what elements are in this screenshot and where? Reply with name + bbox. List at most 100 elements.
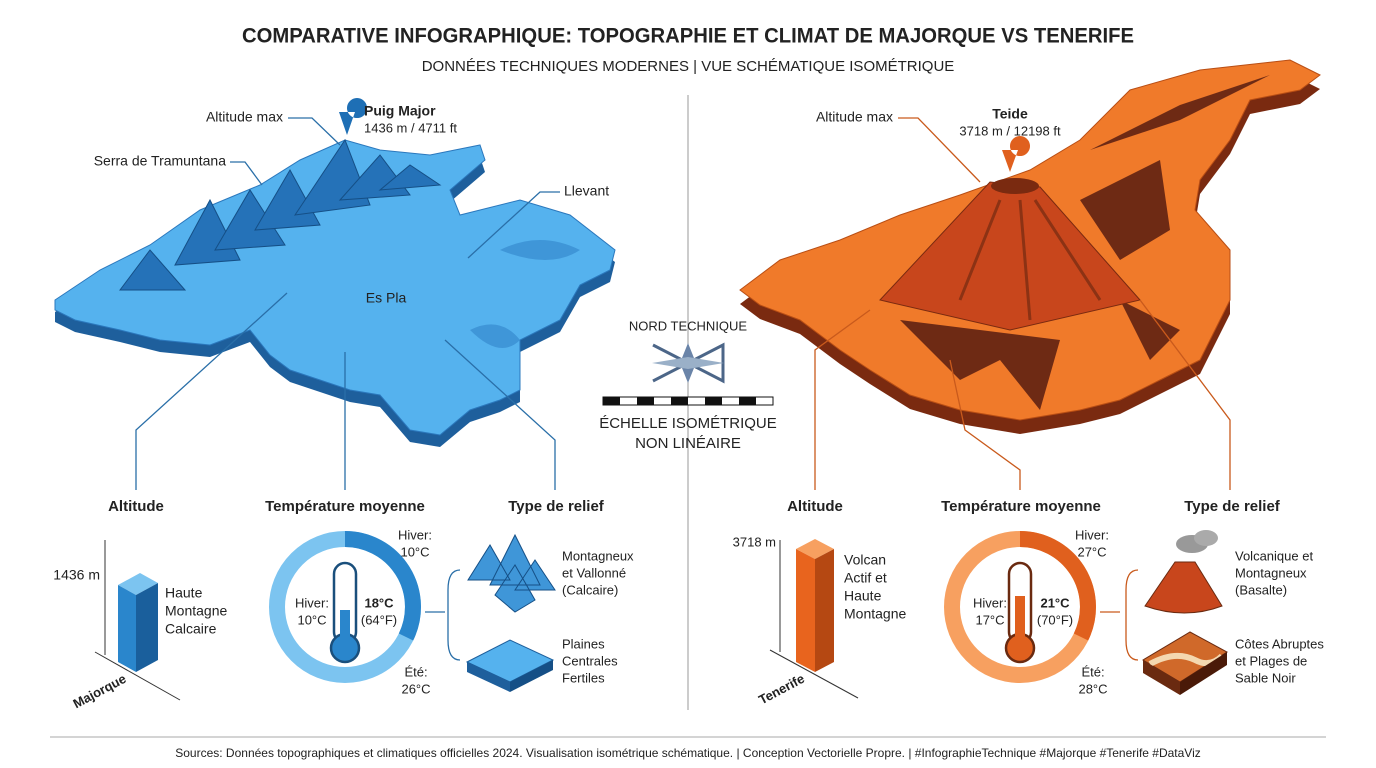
temp-label: Hiver: <box>1075 527 1109 542</box>
bar-side <box>815 549 834 672</box>
island-name: Tenerife <box>756 671 807 708</box>
thermometer <box>340 610 350 646</box>
relief-text: et Vallonné <box>562 565 626 580</box>
panel-heading: Type de relief <box>1184 498 1281 515</box>
panel-heading: Altitude <box>787 498 843 515</box>
tenerife-altitude: Altitude 3718 m Volcan Actif et Haute Mo… <box>733 498 907 707</box>
tenerife-map <box>739 59 1321 434</box>
peak-name: Teide <box>992 106 1028 122</box>
map-label: Llevant <box>564 183 609 199</box>
pin <box>1002 136 1030 172</box>
ring-arc <box>1019 531 1096 641</box>
leader <box>949 359 1021 490</box>
thermometer <box>1015 596 1025 646</box>
relief-text: (Calcaire) <box>562 582 618 597</box>
temp-label: Été: <box>1081 664 1104 679</box>
relief-text: (Basalte) <box>1235 582 1287 597</box>
bar-side <box>136 583 158 672</box>
relief-text: Fertiles <box>562 670 605 685</box>
relief-text: Montagneux <box>562 548 634 563</box>
subtitle: DONNÉES TECHNIQUES MODERNES | VUE SCHÉMA… <box>422 58 955 75</box>
temp-label: Hiver: <box>398 527 432 542</box>
temp-value: 28°C <box>1078 681 1107 696</box>
crater <box>991 178 1039 194</box>
altitude-note: Actif et <box>844 570 887 586</box>
altitude-note: Montagne <box>844 606 906 622</box>
compass-scale: NORD TECHNIQUE ÉCHELLE ISOMÉTRIQUE NON L… <box>599 318 777 452</box>
temp-value: 17°C <box>975 612 1004 627</box>
leader <box>230 161 263 186</box>
panel-heading: Température moyenne <box>941 498 1101 515</box>
altitude-note: Haute <box>844 588 882 604</box>
axis <box>94 651 181 701</box>
shape <box>254 168 321 231</box>
volcano <box>879 181 1141 331</box>
altitude-note: Haute <box>165 585 203 601</box>
north-label: NORD TECHNIQUE <box>629 318 748 333</box>
tenerife-callouts: Altitude max Teide 3718 m / 12198 ft <box>814 106 1231 490</box>
plain-icon <box>467 662 510 692</box>
tenerife-temperature: Température moyenne Hiver: 27°C Hiver: 1… <box>941 498 1109 696</box>
brace <box>1100 569 1139 661</box>
leader <box>135 292 288 490</box>
temp-label: Hiver: <box>973 595 1007 610</box>
temp-mean: (64°F) <box>361 612 397 627</box>
peak-label: Altitude max <box>206 109 283 125</box>
ring-arc <box>344 531 421 641</box>
footer: Sources: Données topographiques et clima… <box>175 746 1201 760</box>
panel-heading: Altitude <box>108 498 164 515</box>
temp-label: Été: <box>404 664 427 679</box>
volcano-icon <box>1144 561 1223 614</box>
pin <box>339 98 367 135</box>
temp-value: 10°C <box>297 612 326 627</box>
compass <box>652 357 724 369</box>
island-name: Majorque <box>70 671 128 711</box>
leader <box>814 309 871 490</box>
peak-label: Altitude max <box>816 109 893 125</box>
leader <box>898 117 981 183</box>
majorque-altitude: Altitude 1436 m Haute Montagne Calcaire … <box>53 498 227 711</box>
altitude-tick: 3718 m <box>733 534 776 549</box>
relief-text: Centrales <box>562 653 618 668</box>
leader <box>288 117 341 146</box>
leader <box>444 339 556 490</box>
leader <box>467 191 560 259</box>
coast-icon <box>1180 652 1227 695</box>
majorque-map <box>54 138 616 447</box>
plain-icon <box>510 660 553 692</box>
mountain-icon <box>467 533 556 613</box>
temp-mean: (70°F) <box>1037 612 1073 627</box>
axis <box>769 649 859 699</box>
scale-label: NON LINÉAIRE <box>635 435 741 452</box>
mountains <box>119 138 442 291</box>
altitude-note: Calcaire <box>165 621 217 637</box>
panel-heading: Type de relief <box>508 498 605 515</box>
majorque-temperature: Température moyenne Hiver: 10°C Hiver: 1… <box>265 498 432 696</box>
bar-front <box>796 549 815 672</box>
brace <box>425 569 461 661</box>
bar-top <box>118 573 158 595</box>
leader <box>1139 299 1231 490</box>
hills <box>470 240 580 348</box>
title: COMPARATIVE INFOGRAPHIQUE: TOPOGRAPHIE E… <box>242 25 1134 48</box>
map-label: Serra de Tramuntana <box>94 153 227 169</box>
panel-heading: Température moyenne <box>265 498 425 515</box>
relief-text: Montagneux <box>1235 565 1307 580</box>
peak-height: 3718 m / 12198 ft <box>959 123 1061 138</box>
scale-bar <box>603 397 756 405</box>
tenerife-relief: Type de relief Volcanique et Montagneux … <box>1100 498 1324 695</box>
relief-text: Sable Noir <box>1235 670 1296 685</box>
relief-text: Côtes Abruptes <box>1235 636 1324 651</box>
shape <box>378 164 442 191</box>
relief-text: Plaines <box>562 636 605 651</box>
altitude-note: Volcan <box>844 552 886 568</box>
majorque-callouts: Altitude max Puig Major 1436 m / 4711 ft… <box>94 98 609 490</box>
altitude-note: Montagne <box>165 603 227 619</box>
relief-text: et Plages de <box>1235 653 1307 668</box>
shape <box>119 249 187 291</box>
temp-mean: 18°C <box>364 595 394 610</box>
map-label: Es Pla <box>366 290 407 306</box>
bar-front <box>118 585 136 672</box>
temp-value: 26°C <box>401 681 430 696</box>
